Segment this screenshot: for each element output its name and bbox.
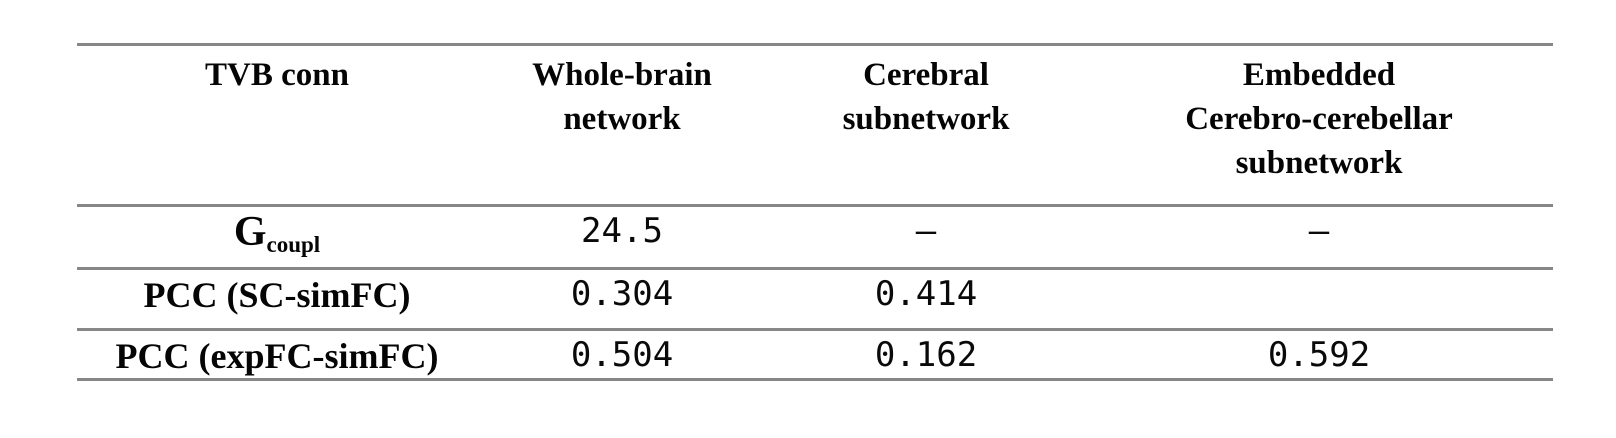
table-row-pcc-sc-simfc: PCC (SC-simFC) 0.304 0.414 [77,267,1553,330]
table-row-pcc-expfc-simfc: PCC (expFC-simFC) 0.504 0.162 0.592 [77,328,1553,380]
table-row-gcoupl: Gcoupl 24.5 – – [77,206,1553,269]
column-header-tvb-conn: TVB conn [77,44,477,207]
gcoupl-subscript: coupl [266,232,321,257]
header-row: TVB conn Whole-brain network Cerebral su… [77,44,1553,207]
gcoupl-symbol: G [233,209,267,255]
cell-pcc-expfc-cerebral: 0.162 [767,328,1085,380]
column-header-cerebral-subnetwork: Cerebral subnetwork [767,44,1085,207]
cell-pcc-sc-whole-brain: 0.304 [477,267,767,330]
cell-gcoupl-cerebral: – [915,211,937,251]
cell-pcc-expfc-embedded: 0.592 [1085,328,1553,380]
row-label-pcc-sc-simfc: PCC (SC-simFC) [77,267,477,330]
row-label-gcoupl: Gcoupl [77,206,477,269]
cell-pcc-sc-embedded [1085,267,1553,330]
table-container: TVB conn Whole-brain network Cerebral su… [77,43,1553,381]
row-label-pcc-expfc-simfc: PCC (expFC-simFC) [77,328,477,380]
cell-pcc-sc-cerebral: 0.414 [767,267,1085,330]
tvb-conn-table: TVB conn Whole-brain network Cerebral su… [77,43,1553,381]
cell-gcoupl-embedded: – [1308,211,1330,251]
column-header-embedded-cerebro-cerebellar-subnetwork: Embedded Cerebro-cerebellar subnetwork [1085,44,1553,207]
column-header-whole-brain-network: Whole-brain network [477,44,767,207]
cell-gcoupl-whole-brain: 24.5 [581,211,663,251]
cell-pcc-expfc-whole-brain: 0.504 [477,328,767,380]
